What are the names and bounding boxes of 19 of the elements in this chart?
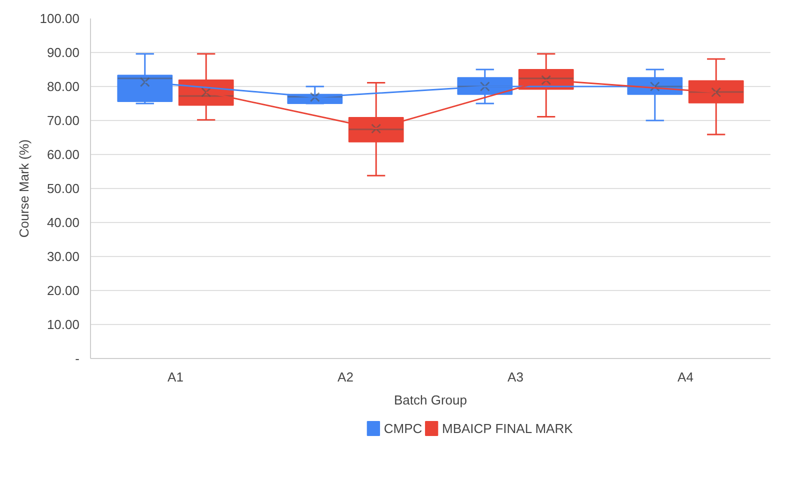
y-tick-label: 10.00 (46, 317, 80, 332)
y-tick-label: 60.00 (46, 147, 80, 162)
y-tick-label: 80.00 (46, 79, 80, 94)
x-tick-label: A4 (678, 370, 694, 384)
y-tick-label: 40.00 (46, 215, 80, 230)
y-tick-label: 100.00 (40, 11, 80, 26)
x-axis-title: Batch Group (394, 392, 468, 408)
x-tick-label: A1 (168, 370, 184, 384)
y-tick-label: 20.00 (46, 283, 80, 298)
y-tick-label: 30.00 (46, 249, 80, 264)
y-tick-label: - (75, 351, 80, 366)
legend-label: CMPC (384, 421, 422, 436)
x-tick-label: A3 (508, 370, 524, 384)
y-tick-label: 70.00 (46, 113, 80, 128)
x-tick-label: A2 (338, 370, 354, 384)
y-tick-label: 50.00 (46, 181, 80, 196)
legend-label: MBAICP FINAL MARK (442, 421, 574, 436)
y-tick-label: 90.00 (46, 45, 80, 60)
y-axis-title: Course Mark (%) (16, 139, 32, 238)
